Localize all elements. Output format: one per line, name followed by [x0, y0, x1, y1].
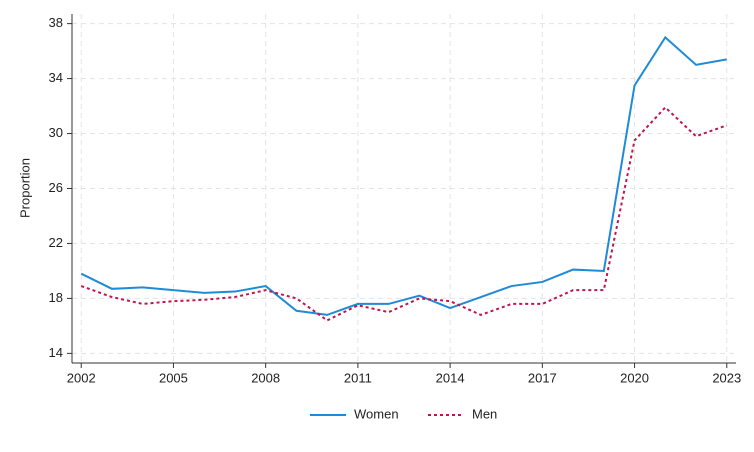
x-tick-label: 2020 [620, 370, 649, 385]
y-tick-label: 22 [49, 235, 63, 250]
x-tick-label: 2011 [344, 370, 372, 385]
legend-label: Men [472, 406, 497, 421]
y-axis-label: Proportion [17, 158, 32, 218]
y-tick-label: 26 [49, 180, 63, 195]
y-tick-label: 34 [49, 70, 63, 85]
y-tick-label: 14 [49, 345, 63, 360]
x-tick-label: 2014 [436, 370, 465, 385]
y-tick-label: 18 [49, 290, 63, 305]
x-tick-label: 2023 [712, 370, 741, 385]
legend-label: Women [354, 406, 399, 421]
y-tick-label: 30 [49, 125, 63, 140]
x-tick-label: 2005 [159, 370, 188, 385]
series-line [80, 35, 727, 316]
series-line [80, 106, 728, 322]
x-tick-label: 2002 [67, 370, 96, 385]
x-tick-label: 2017 [528, 370, 557, 385]
x-tick-label: 2008 [251, 370, 280, 385]
y-tick-label: 38 [49, 15, 63, 30]
